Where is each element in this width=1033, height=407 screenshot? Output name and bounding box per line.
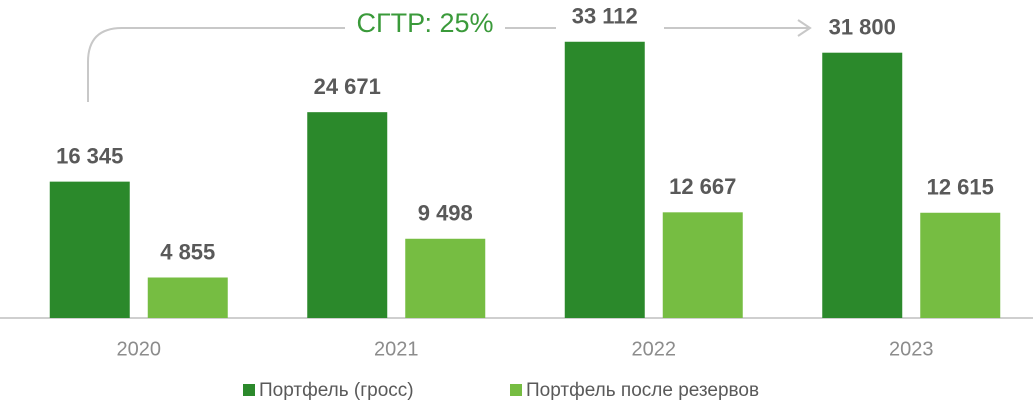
x-tick-label: 2020 [117,338,162,360]
legend-label: Портфель после резервов [526,380,759,401]
x-tick-label: 2023 [889,338,934,360]
value-label: 31 800 [829,15,896,40]
legend-swatch [243,384,255,396]
legend-swatch [510,384,522,396]
cagr-label: СГТР: 25% [356,8,493,38]
bar [822,52,903,318]
value-label: 4 855 [160,239,215,264]
value-label: 33 112 [572,4,638,29]
value-label: 12 667 [669,174,736,199]
bar [920,212,1001,318]
bar [662,212,743,318]
bar [147,277,228,318]
value-label: 16 345 [56,143,123,168]
x-tick-label: 2022 [632,338,677,360]
value-label: 24 671 [314,74,381,99]
bar [405,238,486,318]
value-label: 12 615 [927,175,994,200]
cagr-arrow [87,27,345,102]
bar [307,112,388,318]
bar [49,181,130,318]
value-label: 9 498 [418,201,473,226]
x-tick-label: 2021 [374,338,419,360]
legend-label: Портфель (гросс) [259,380,414,401]
arrow-head [797,19,812,37]
bar [564,41,645,319]
